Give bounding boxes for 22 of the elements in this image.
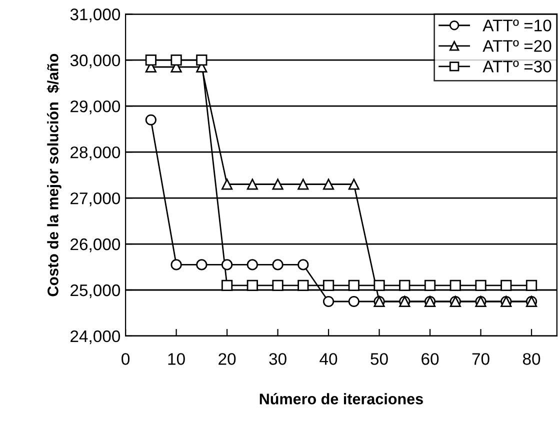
x-tick-label: 80 — [522, 353, 540, 365]
y-axis-title: Costo de la mejor solución $/año — [46, 54, 62, 296]
x-tick-label: 30 — [269, 353, 286, 365]
x-tick-label: 0 — [122, 353, 130, 365]
y-tick-label: 28,000 — [70, 146, 120, 160]
x-tick-label: 40 — [320, 353, 338, 365]
y-tick-label: 31,000 — [70, 8, 120, 22]
x-tick-label: 70 — [472, 353, 490, 365]
y-tick-label: 27,000 — [70, 192, 120, 206]
legend-label: ATTº =30 — [482, 60, 552, 72]
y-tick-label: 30,000 — [70, 54, 120, 68]
x-tick-label: 50 — [370, 353, 388, 365]
legend-label: ATTº =20 — [482, 40, 552, 52]
y-tick-label: 26,000 — [70, 238, 120, 252]
x-tick-label: 10 — [168, 353, 185, 365]
y-tick-label: 24,000 — [70, 330, 120, 344]
legend-label: ATTº =10 — [482, 20, 552, 32]
y-tick-label: 25,000 — [70, 284, 120, 298]
y-tick-label: 29,000 — [70, 100, 120, 114]
x-tick-label: 60 — [422, 353, 439, 365]
x-tick-label: 20 — [218, 353, 236, 365]
x-axis-title: Número de iteraciones — [260, 393, 423, 404]
